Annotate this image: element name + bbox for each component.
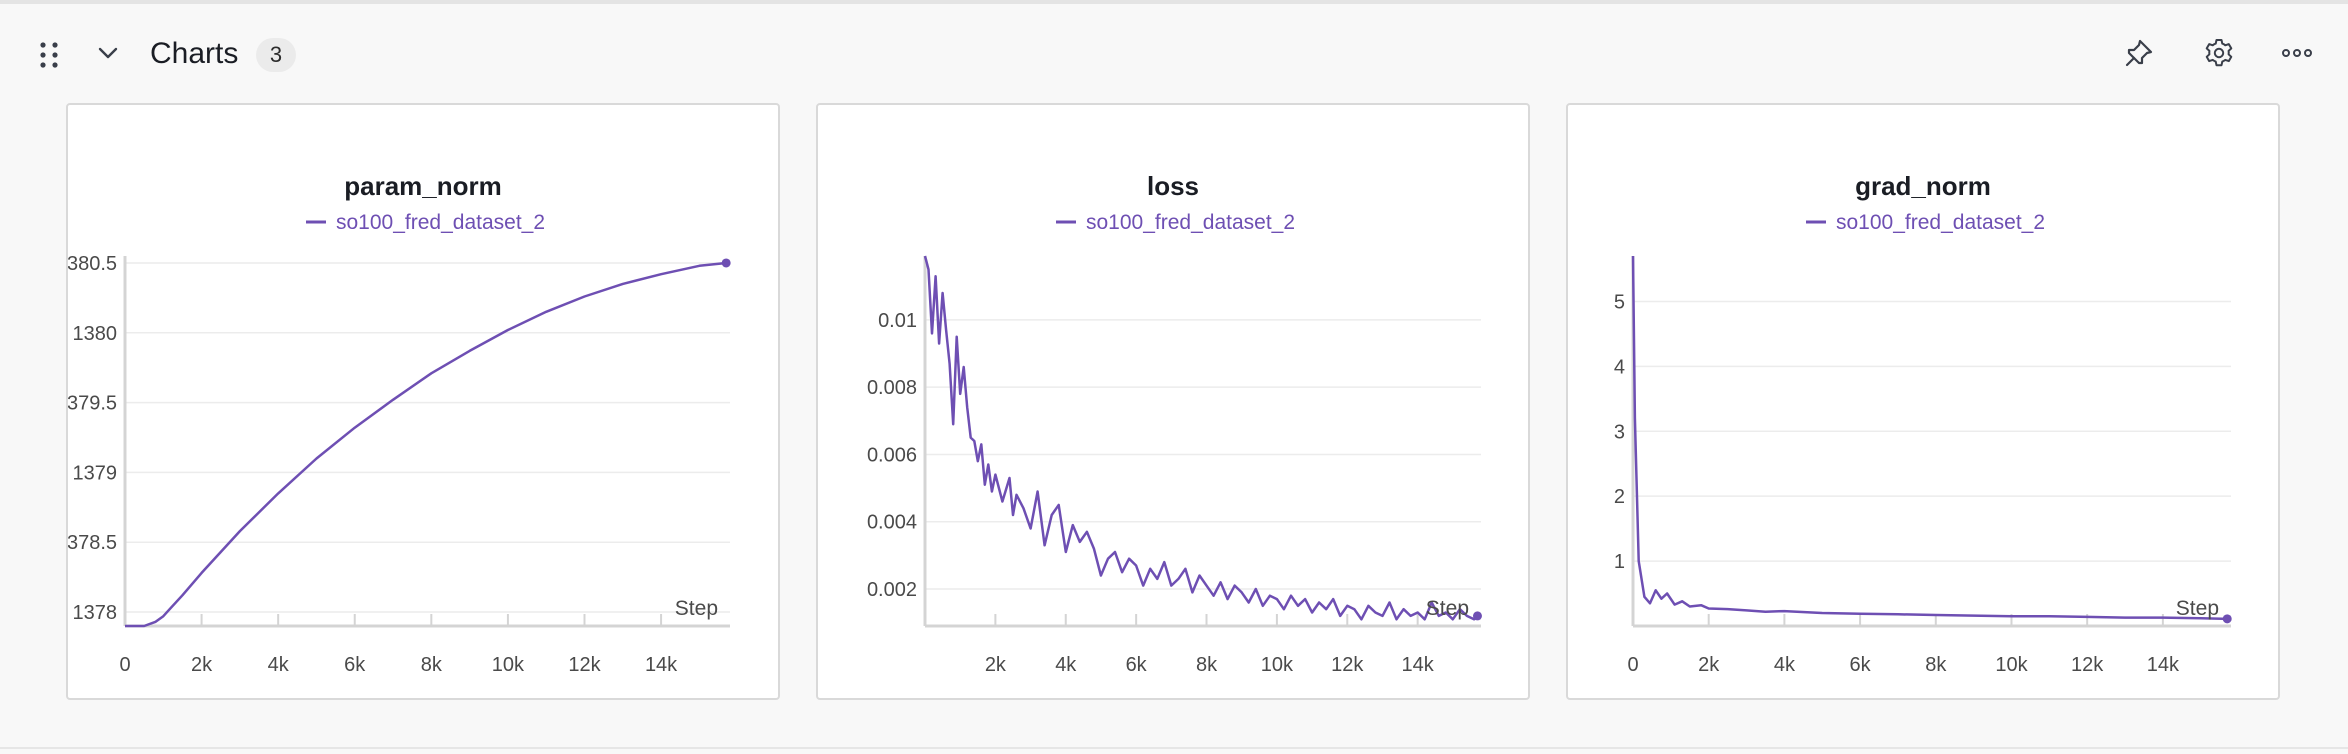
chart-legend[interactable]: so100_fred_dataset_2	[306, 211, 545, 234]
series-line[interactable]	[923, 255, 1479, 621]
x-tick-label: 4k	[1055, 654, 1077, 676]
x-tick-label: 14k	[645, 654, 678, 676]
x-tick-label: 12k	[568, 654, 601, 676]
more-horizontal-icon	[2281, 46, 2313, 64]
chart-legend[interactable]: so100_fred_dataset_2	[1806, 211, 2045, 234]
drag-handle-icon[interactable]	[32, 38, 66, 72]
x-tick-label: 4k	[1774, 654, 1796, 676]
legend-label: so100_fred_dataset_2	[1086, 211, 1295, 234]
chart-title: loss	[1147, 171, 1199, 201]
x-tick-label: 6k	[344, 654, 366, 676]
pin-icon	[2123, 37, 2155, 74]
y-tick-label: 1380.5	[68, 253, 117, 275]
chart-svg: param_norm so100_fred_dataset_2 1378 1378.5…	[68, 171, 731, 676]
y-tick-label: 2	[1614, 486, 1625, 508]
x-tick-label: 10k	[492, 654, 525, 676]
y-tick-label: 1	[1614, 551, 1625, 573]
chart-svg: grad_norm so100_fred_dataset_2 1 2 3 4 5 0 2k 4k 6…	[1614, 171, 2232, 676]
x-tick-label: 14k	[1402, 654, 1435, 676]
y-tick-label: 1378.5	[68, 532, 117, 554]
section-title: Charts	[150, 37, 239, 70]
series-endpoint	[721, 258, 731, 268]
series-line[interactable]	[1631, 255, 2228, 621]
y-tick-label: 3	[1614, 421, 1625, 443]
chart-title: grad_norm	[1855, 171, 1991, 201]
x-axis-label: Step	[2176, 597, 2219, 620]
chart-svg: loss so100_fred_dataset_2 0.002 0.004 0.006 0…	[867, 171, 1482, 676]
chart-panel-loss[interactable]: loss so100_fred_dataset_2 0.002 0.004 0.006 0…	[816, 103, 1530, 700]
y-tick-label: 1379.5	[68, 393, 117, 415]
x-tick-label: 6k	[1850, 654, 1872, 676]
series-endpoint	[2222, 614, 2232, 624]
x-tick-label: 0	[1627, 654, 1638, 676]
gear-icon	[2203, 37, 2235, 74]
x-tick-label: 12k	[2071, 654, 2104, 676]
y-tick-label: 5	[1614, 291, 1625, 313]
series-endpoint	[1472, 611, 1482, 621]
settings-button[interactable]	[2198, 34, 2240, 76]
x-axis-label: Step	[1426, 597, 1469, 620]
y-tick-label: 1378	[73, 602, 118, 624]
chevron-down-icon	[97, 46, 119, 65]
y-tick-label: 0.006	[867, 444, 917, 466]
x-tick-label: 2k	[985, 654, 1007, 676]
chart-panel-grad-norm[interactable]: grad_norm so100_fred_dataset_2 1 2 3 4 5 0 2k 4k 6…	[1566, 103, 2280, 700]
x-tick-label: 10k	[1261, 654, 1294, 676]
y-tick-label: 0.004	[867, 512, 917, 534]
y-tick-label: 1380	[73, 323, 118, 345]
x-tick-label: 8k	[1196, 654, 1218, 676]
more-options-button[interactable]	[2276, 34, 2318, 76]
x-axis-label: Step	[675, 597, 718, 620]
x-tick-label: 12k	[1331, 654, 1364, 676]
section-top-border	[0, 0, 2348, 4]
x-tick-label: 4k	[268, 654, 290, 676]
chart-count-badge: 3	[256, 38, 296, 72]
y-tick-label: 0.01	[878, 310, 917, 332]
legend-label: so100_fred_dataset_2	[1836, 211, 2045, 234]
section-header: Charts 3	[0, 18, 2348, 90]
chart-panel-param-norm[interactable]: param_norm so100_fred_dataset_2 1378 1378.5…	[66, 103, 780, 700]
chart-legend[interactable]: so100_fred_dataset_2	[1056, 211, 1295, 234]
x-tick-label: 6k	[1126, 654, 1148, 676]
x-tick-label: 8k	[421, 654, 443, 676]
x-tick-label: 2k	[1698, 654, 1720, 676]
y-tick-label: 4	[1614, 356, 1625, 378]
legend-label: so100_fred_dataset_2	[336, 211, 545, 234]
y-tick-label: 0.002	[867, 579, 917, 601]
y-tick-label: 0.008	[867, 377, 917, 399]
series-line[interactable]	[125, 261, 727, 628]
pin-button[interactable]	[2118, 34, 2160, 76]
x-tick-label: 2k	[191, 654, 213, 676]
x-tick-label: 8k	[1925, 654, 1947, 676]
x-tick-label: 14k	[2147, 654, 2180, 676]
y-tick-label: 1379	[73, 462, 118, 484]
section-bottom-border	[0, 747, 2348, 749]
chart-title: param_norm	[344, 171, 502, 201]
collapse-toggle[interactable]	[90, 38, 126, 72]
x-tick-label: 10k	[1995, 654, 2028, 676]
x-tick-label: 0	[119, 654, 130, 676]
